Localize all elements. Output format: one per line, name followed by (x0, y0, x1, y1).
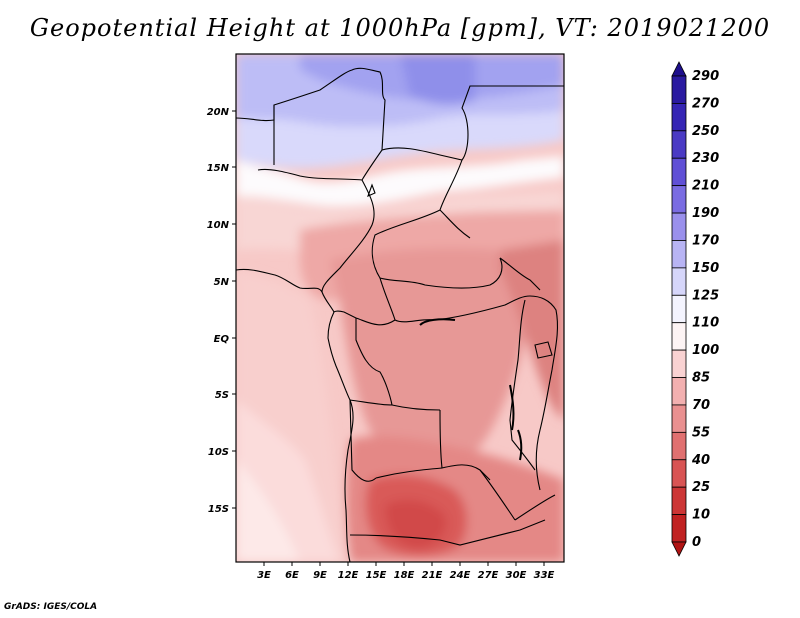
colorbar-swatch (671, 212, 687, 241)
colorbar-label: 150 (692, 261, 719, 276)
colorbar-swatch (671, 404, 687, 433)
colorbar-swatch (671, 130, 687, 159)
map-frame (235, 53, 565, 563)
colorbar-label: 85 (692, 371, 710, 386)
colorbar-swatch (671, 61, 687, 77)
colorbar-label: 70 (692, 398, 710, 413)
lat-label: 15N (207, 163, 230, 174)
colorbar-label: 100 (692, 343, 719, 358)
lon-label: 33E (534, 570, 555, 581)
colorbar-label: 290 (692, 69, 719, 84)
colorbar-swatch (671, 294, 687, 324)
height-field (236, 54, 564, 562)
lat-label: 10S (208, 447, 229, 458)
colorbar-label: 110 (692, 316, 719, 331)
lon-label: 30E (506, 570, 527, 581)
colorbar-swatch (671, 157, 687, 187)
colorbar-label: 10 (692, 508, 710, 523)
lon-label: 15E (366, 570, 387, 581)
lon-label: 24E (450, 570, 471, 581)
lon-label: 21E (422, 570, 443, 581)
colorbar-label: 125 (692, 288, 719, 303)
longitude-labels: 3E 6E 9E 12E 15E 18E 21E 24E 27E 30E 33E (257, 570, 554, 581)
colorbar-label: 40 (691, 453, 710, 468)
colorbar: 2902702502302101901701501251101008570554… (671, 61, 719, 557)
map-title: Geopotential Height at 1000hPa [gpm], VT… (29, 14, 771, 42)
country-borders (236, 67, 564, 562)
lat-label: 5N (214, 277, 230, 288)
colorbar-swatch (671, 103, 687, 132)
colorbar-label: 190 (692, 206, 719, 221)
colorbar-swatch (671, 541, 687, 557)
colorbar-swatch (671, 514, 687, 543)
colorbar-label: 230 (692, 151, 719, 166)
lat-label: 5S (215, 390, 229, 401)
colorbar-swatch (671, 322, 687, 351)
lat-label: 20N (207, 107, 230, 118)
colorbar-swatch (671, 459, 687, 488)
colorbar-swatch (671, 377, 687, 406)
colorbar-label: 0 (692, 535, 701, 550)
colorbar-label: 210 (692, 179, 719, 194)
lat-label: 10N (207, 220, 230, 231)
lon-label: 6E (285, 570, 299, 581)
colorbar-label: 270 (692, 96, 719, 111)
axis-ticks (232, 110, 545, 566)
colorbar-label: 25 (692, 480, 710, 495)
lon-label: 18E (394, 570, 415, 581)
lat-label: 15S (208, 504, 229, 515)
colorbar-swatch (671, 75, 687, 104)
colorbar-swatch (671, 185, 687, 214)
latitude-labels: 20N 15N 10N 5N EQ 5S 10S 15S (207, 107, 230, 515)
colorbar-label: 170 (692, 233, 719, 248)
grads-credit: GrADS: IGES/COLA (4, 602, 98, 612)
lon-label: 12E (338, 570, 359, 581)
lon-label: 9E (313, 570, 327, 581)
colorbar-label: 55 (692, 425, 710, 440)
lat-label: EQ (214, 334, 230, 345)
colorbar-swatch (671, 486, 687, 515)
lon-label: 27E (478, 570, 499, 581)
colorbar-swatch (671, 349, 687, 378)
colorbar-swatch (671, 431, 687, 461)
colorbar-label: 250 (692, 124, 719, 139)
lon-label: 3E (257, 570, 271, 581)
colorbar-swatch (671, 240, 687, 269)
colorbar-swatch (671, 267, 687, 296)
